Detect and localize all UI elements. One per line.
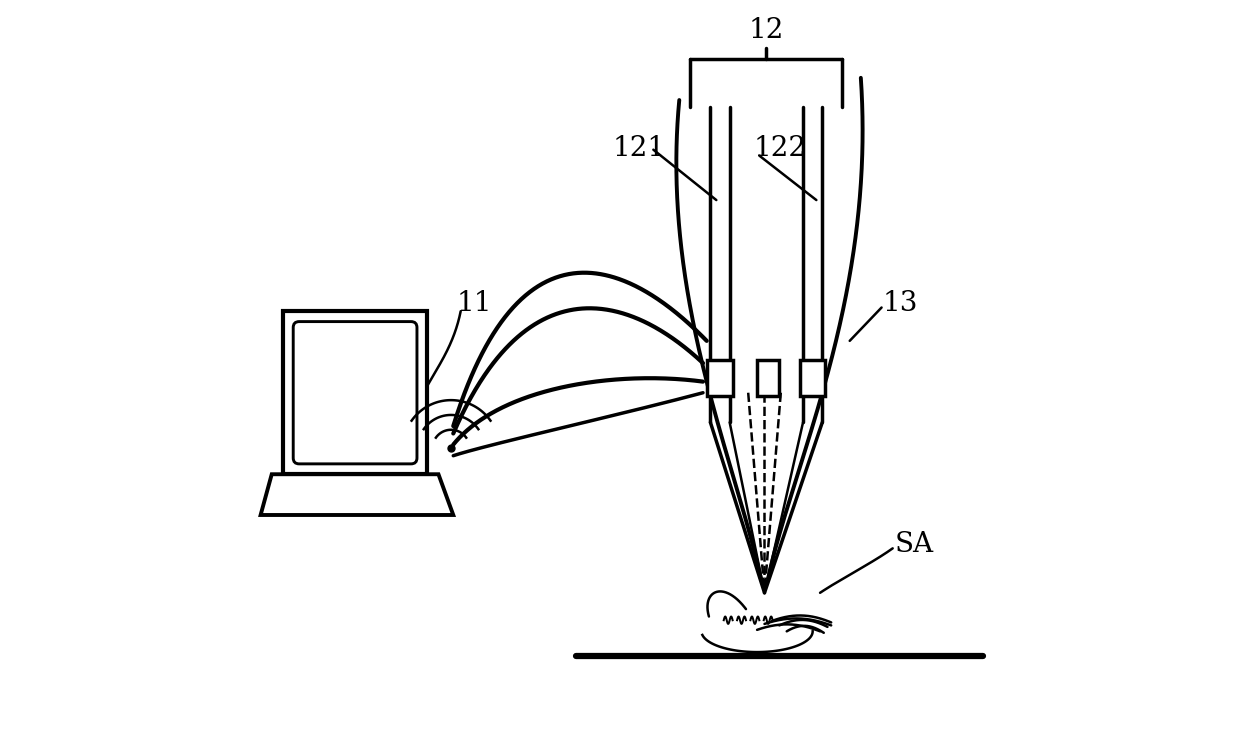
FancyBboxPatch shape (293, 322, 417, 464)
Bar (800, 360, 826, 396)
Text: 121: 121 (613, 135, 666, 162)
Text: 13: 13 (883, 290, 919, 317)
Bar (758, 360, 779, 396)
Text: 12: 12 (749, 18, 784, 44)
Bar (283, 311, 428, 474)
Bar (708, 360, 733, 396)
Text: 122: 122 (754, 135, 806, 162)
Text: 11: 11 (458, 290, 492, 317)
Text: SA: SA (894, 531, 934, 558)
Polygon shape (260, 474, 454, 515)
